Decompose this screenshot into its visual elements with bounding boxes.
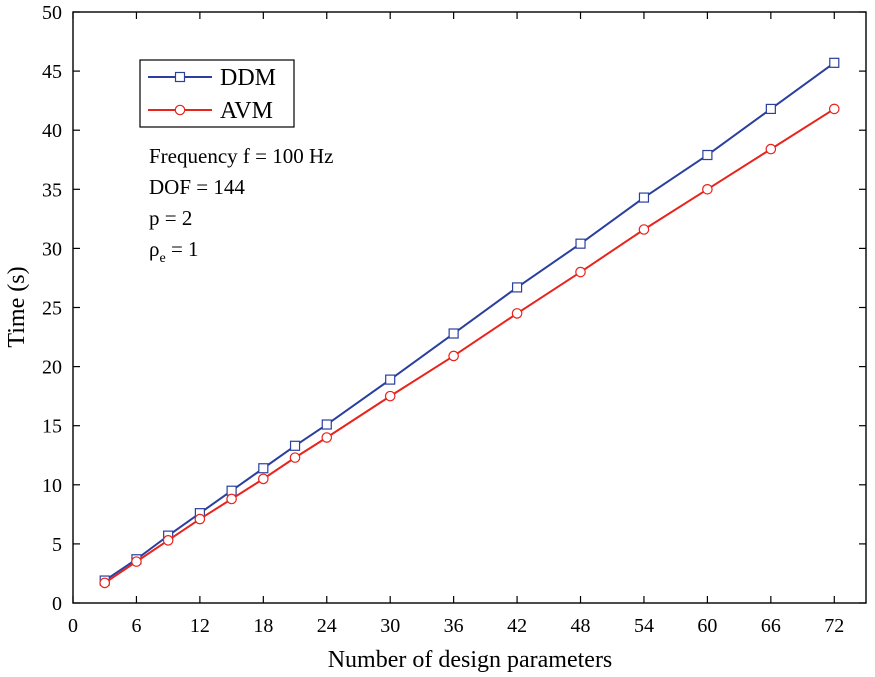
y-tick-label: 5 xyxy=(52,534,62,556)
point-ddm xyxy=(765,103,776,115)
x-tick-label: 6 xyxy=(131,615,141,637)
point-ddm xyxy=(638,192,650,203)
point-ddm xyxy=(289,440,301,451)
point-avm xyxy=(321,432,333,443)
x-tick-label: 18 xyxy=(253,615,273,637)
x-tick-label: 72 xyxy=(824,615,844,637)
y-tick-label: 50 xyxy=(42,2,62,24)
point-ddm xyxy=(829,57,840,68)
point-avm xyxy=(289,452,301,463)
annotations: Frequency f = 100 Hz DOF = 144 p = 2 ρe … xyxy=(149,144,333,266)
ticks-layer: 0 6 12 18 24 30 36 42 48 54 60 66 72 0 5 10 15 20 25 30 35 40… xyxy=(42,2,866,637)
legend-ddm-label: DDM xyxy=(220,65,276,91)
y-tick-label: 30 xyxy=(42,238,62,260)
annotation-frequency: Frequency f = 100 Hz xyxy=(149,144,333,168)
legend: DDM AVM xyxy=(139,59,295,128)
point-ddm xyxy=(702,149,713,161)
annotation-rho: ρe = 1 xyxy=(149,237,199,266)
point-avm xyxy=(131,556,142,567)
y-tick-label: 35 xyxy=(42,179,62,201)
annotation-rho-symbol: ρ xyxy=(149,237,159,261)
point-ddm xyxy=(321,419,332,430)
annotation-rho-value: = 1 xyxy=(166,237,199,261)
x-tick-label: 0 xyxy=(68,615,78,637)
point-avm xyxy=(511,308,523,319)
x-tick-label: 54 xyxy=(634,615,654,637)
legend-box xyxy=(139,59,295,128)
y-tick-label: 20 xyxy=(42,357,62,379)
annotation-rho-subscript: e xyxy=(159,251,165,266)
series-line-avm xyxy=(104,108,835,584)
x-axis-title: Number of design parameters xyxy=(328,647,613,673)
y-tick-label: 45 xyxy=(42,61,62,83)
plot-frame xyxy=(72,11,867,604)
x-tick-label: 30 xyxy=(380,615,400,637)
point-avm xyxy=(702,184,713,195)
y-tick-label: 0 xyxy=(52,593,62,615)
series-line-ddm xyxy=(104,62,835,582)
x-tick-label: 42 xyxy=(507,615,527,637)
point-ddm xyxy=(511,282,523,293)
point-ddm xyxy=(448,328,459,339)
x-tick-label: 36 xyxy=(444,615,464,637)
point-avm xyxy=(765,143,777,155)
point-avm xyxy=(384,390,396,402)
point-avm xyxy=(575,266,586,278)
point-avm xyxy=(258,473,269,485)
x-tick-label: 66 xyxy=(761,615,781,637)
point-ddm xyxy=(575,238,586,249)
y-tick-label: 15 xyxy=(42,416,62,438)
series-layer xyxy=(99,57,840,589)
x-tick-label: 24 xyxy=(317,615,337,637)
annotation-dof: DOF = 144 xyxy=(149,175,245,199)
x-tick-label: 12 xyxy=(190,615,210,637)
point-avm xyxy=(828,103,840,115)
point-avm xyxy=(194,513,206,525)
annotation-p: p = 2 xyxy=(149,206,192,230)
x-tick-label: 48 xyxy=(571,615,591,637)
y-axis-title: Time (s) xyxy=(4,266,30,347)
point-ddm xyxy=(385,374,396,385)
point-avm xyxy=(226,493,237,505)
point-avm xyxy=(448,350,459,362)
point-avm xyxy=(162,535,174,546)
legend-ddm-marker xyxy=(174,71,186,83)
point-avm xyxy=(99,577,111,589)
point-avm xyxy=(638,224,650,235)
y-tick-label: 40 xyxy=(42,120,62,142)
point-ddm xyxy=(258,463,269,474)
legend-avm-marker xyxy=(174,104,186,116)
x-tick-label: 60 xyxy=(697,615,717,637)
y-tick-label: 10 xyxy=(42,475,62,497)
y-tick-label: 25 xyxy=(42,298,62,320)
legend-avm-label: AVM xyxy=(220,98,273,124)
